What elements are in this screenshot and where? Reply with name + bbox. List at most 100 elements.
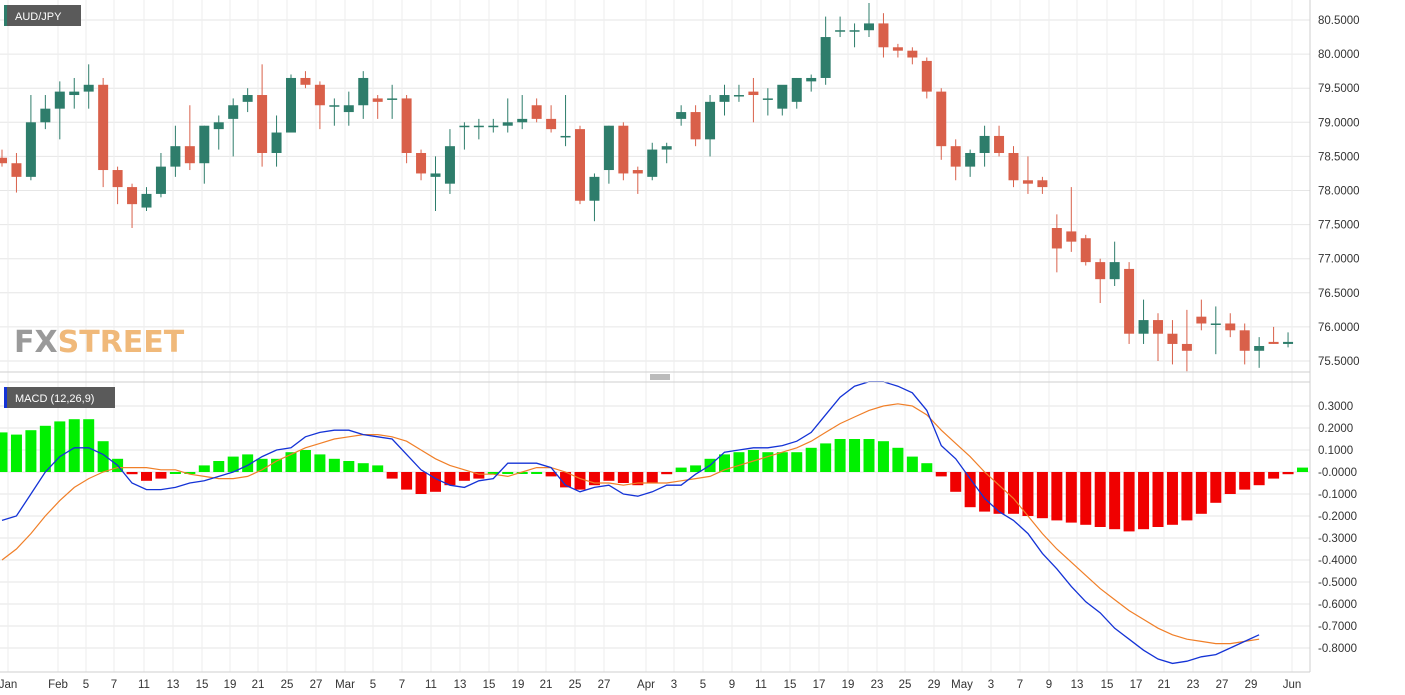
candle — [488, 118, 499, 133]
time-tick-label: 19 — [842, 679, 855, 691]
symbol-badge[interactable]: AUD/JPY — [4, 5, 81, 26]
candle — [1037, 176, 1048, 194]
macd-axis-labels: 0.3000 0.2000 0.1000 -0.0000 -0.1000 -0.2000 -… — [1318, 401, 1357, 655]
time-tick-label: 11 — [425, 679, 437, 691]
time-tick-label: 7 — [1017, 679, 1023, 691]
candle — [531, 98, 542, 123]
price-tick-label: 80.5000 — [1318, 15, 1360, 27]
candle — [286, 74, 296, 133]
histogram-bar — [83, 419, 95, 472]
candle — [878, 13, 889, 58]
time-tick-label: 5 — [83, 679, 89, 691]
candle — [994, 125, 1005, 157]
price-tick-label: 78.0000 — [1318, 186, 1360, 198]
candle — [1239, 323, 1250, 365]
histogram-bar — [1036, 472, 1048, 519]
time-tick-label: 21 — [252, 679, 265, 691]
candle — [430, 156, 441, 211]
histogram-bar — [141, 472, 152, 481]
candle — [1254, 337, 1265, 368]
candle — [0, 149, 7, 167]
histogram-bar — [1008, 472, 1019, 514]
pane-resize-handle[interactable] — [650, 374, 670, 380]
histogram-bar — [935, 472, 947, 477]
candle — [864, 2, 874, 38]
histogram-bar — [401, 472, 413, 490]
candle — [921, 57, 932, 99]
histogram-bar — [588, 472, 600, 486]
histogram-bar — [328, 458, 340, 472]
histogram-bar — [54, 421, 66, 472]
signal-line — [1, 403, 1260, 645]
time-tick-label: 15 — [196, 679, 209, 691]
histogram-bar — [1268, 472, 1280, 479]
macd-tick-label: 0.2000 — [1318, 423, 1353, 435]
histogram-bar — [1297, 467, 1308, 472]
histogram-bar — [632, 472, 644, 486]
histogram-bar — [68, 419, 80, 472]
histogram-bar — [169, 472, 181, 474]
candle — [979, 125, 990, 167]
time-tick-label: May — [951, 679, 973, 691]
histogram-bar — [0, 432, 8, 472]
histogram-bar — [1224, 472, 1236, 494]
time-tick-label: 29 — [928, 679, 941, 691]
histogram-bar — [25, 430, 37, 472]
histogram-bar — [430, 472, 441, 492]
macd-tick-label: 0.3000 — [1318, 401, 1353, 413]
candle — [835, 16, 846, 38]
macd-tick-label: -0.5000 — [1318, 577, 1357, 589]
candle — [1080, 234, 1091, 266]
candle — [1268, 326, 1279, 344]
time-tick-label: 29 — [1245, 679, 1258, 691]
candle — [40, 95, 51, 130]
candle — [358, 71, 369, 119]
candle — [647, 142, 658, 181]
price-tick-label: 76.5000 — [1318, 288, 1360, 300]
price-tick-label: 80.0000 — [1318, 49, 1360, 61]
price-tick-label: 79.0000 — [1318, 117, 1360, 129]
candle — [69, 77, 80, 109]
histogram-bar — [979, 472, 991, 512]
histogram-bar — [39, 425, 51, 472]
histogram-bar — [690, 465, 702, 472]
candle — [849, 23, 860, 48]
histogram-bar — [516, 472, 528, 474]
histogram-bar — [10, 434, 22, 472]
candle — [329, 98, 340, 126]
histogram-bar — [733, 452, 745, 472]
histogram-bar — [1065, 472, 1077, 523]
time-tick-label: 27 — [598, 679, 611, 691]
candle — [806, 74, 817, 92]
candle — [1138, 299, 1149, 344]
histogram-bar — [675, 467, 687, 472]
candle — [676, 105, 687, 126]
histogram-bar — [877, 441, 889, 472]
candle — [54, 81, 65, 140]
price-axis-labels: 80.5000 80.0000 79.5000 79.0000 78.5000 78.00… — [1318, 15, 1360, 368]
candle — [228, 98, 239, 157]
time-tick-label: 19 — [224, 679, 237, 691]
histogram-bar — [964, 472, 976, 508]
histogram-bar — [805, 447, 817, 472]
candle — [401, 95, 412, 164]
time-tick-label: Jan — [0, 679, 17, 691]
price-tick-label: 76.0000 — [1318, 322, 1360, 334]
time-tick-label: 25 — [899, 679, 912, 691]
histogram-bar — [184, 472, 196, 474]
price-grid — [0, 19, 1310, 362]
candle — [517, 95, 528, 130]
histogram-bar — [762, 452, 774, 472]
candle — [416, 149, 427, 181]
indicator-badge[interactable]: MACD (12,26,9) — [4, 387, 115, 408]
candle — [127, 183, 138, 229]
histogram-bar — [921, 463, 933, 472]
candle — [25, 95, 36, 181]
time-tick-label: 5 — [370, 679, 376, 691]
candle — [762, 88, 773, 116]
histogram-bar — [661, 472, 673, 475]
histogram-bar — [820, 443, 832, 472]
histogram-bar — [776, 452, 788, 472]
